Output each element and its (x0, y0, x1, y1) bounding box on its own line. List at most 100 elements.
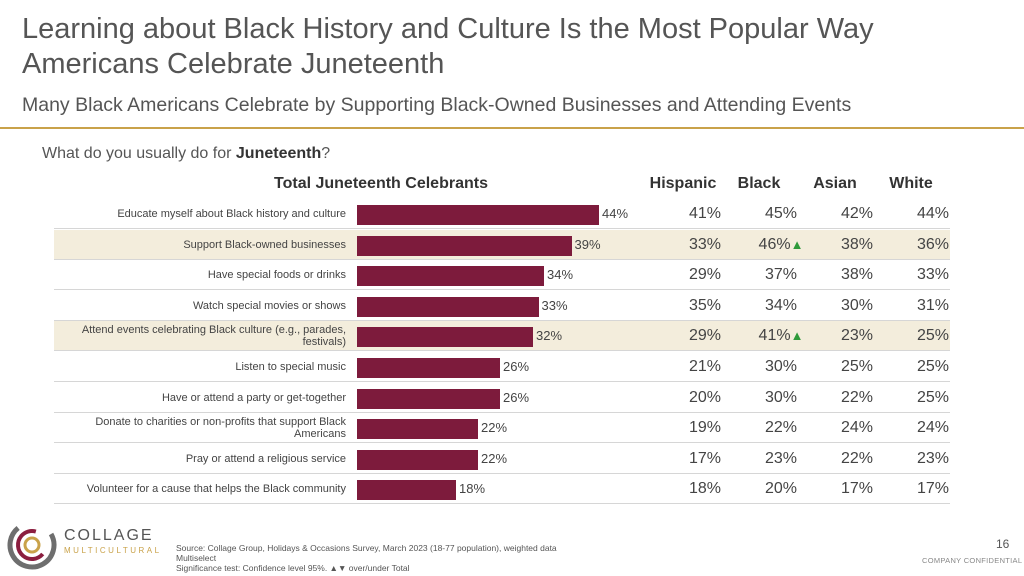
bar-value-label: 33% (541, 297, 568, 313)
segment-value-text: 38% (840, 235, 874, 253)
segment-value-black: 45% (746, 205, 816, 223)
segment-value-text: 30% (840, 296, 874, 314)
segment-value-text: 23% (764, 449, 798, 467)
segment-value-text: 18% (688, 480, 722, 498)
collage-logo-icon (6, 515, 62, 576)
segment-value-text: 24% (916, 419, 950, 437)
question-prefix: What do you usually do for (42, 145, 236, 162)
segment-value-text: 34% (764, 296, 798, 314)
category-label: Watch special movies or shows (192, 299, 346, 312)
segment-value-asian: 22% (822, 389, 892, 407)
category-label: Listen to special music (235, 361, 346, 373)
segment-value-hispanic: 18% (670, 480, 740, 498)
segment-value-black: 37% (746, 266, 816, 284)
segment-value-text: 22% (840, 388, 874, 406)
segment-value-asian: 22% (822, 450, 892, 468)
confidential-note: COMPANY CONFIDENTIAL (922, 556, 1023, 565)
bar-value-label: 26% (503, 359, 530, 374)
segment-value-hispanic: 21% (670, 358, 740, 376)
page-number: 16 (996, 537, 1010, 551)
segment-value-text: 25% (916, 327, 950, 345)
bar (357, 266, 544, 287)
bar (357, 235, 572, 256)
segment-value-text: 21% (688, 358, 722, 375)
segment-value-text: 33% (916, 266, 950, 284)
logo-subwordmark: MULTICULTURAL (64, 546, 162, 555)
question-bold: Juneteenth (235, 145, 322, 162)
table-row: Support Black-owned businesses 39% 33% 46%▲… (54, 229, 950, 260)
bar-chart-table: Educate myself about Black history and c… (54, 199, 950, 505)
bar (357, 388, 500, 409)
category-label: Educate myself about Black history and c… (117, 208, 346, 220)
segment-value-text: 17% (688, 449, 722, 467)
segment-value-hispanic: 20% (670, 389, 740, 407)
segment-value-asian: 30% (822, 297, 892, 315)
col-header-asian: Asian (813, 175, 857, 192)
segment-value-text: 31% (916, 296, 950, 314)
bar-value-label: 34% (547, 267, 574, 283)
segment-value-text: 42% (840, 205, 874, 222)
segment-value-hispanic: 29% (670, 266, 740, 284)
table-row: Listen to special music 26% 21% 30% 25% 25% (54, 352, 950, 382)
bar (357, 205, 599, 225)
segment-value-text: 25% (916, 388, 950, 406)
segment-value-text: 44% (916, 205, 950, 222)
segment-value-text: 38% (840, 266, 874, 284)
segment-value-white: 25% (898, 327, 968, 345)
category-label: Donate to charities or non-profits that … (95, 416, 346, 441)
bar (357, 296, 539, 317)
segment-value-text: 29% (688, 266, 722, 284)
sig-up-icon: ▲ (790, 328, 804, 344)
category-label: Volunteer for a cause that helps the Bla… (86, 483, 346, 496)
table-row: Have or attend a party or get-together 26… (54, 383, 950, 413)
segment-value-black: 30% (746, 358, 816, 376)
question-suffix: ? (321, 145, 331, 162)
segment-value-text: 17% (916, 480, 950, 498)
segment-value-text: 20% (688, 388, 722, 406)
segment-value-text: 22% (840, 449, 874, 467)
source-note: Source: Collage Group, Holidays & Occasi… (176, 543, 557, 573)
table-row: Pray or attend a religious service 22% 17%… (54, 444, 950, 474)
segment-value-text: 41% (688, 205, 722, 222)
category-label: Pray or attend a religious service (185, 452, 346, 465)
segment-value-hispanic: 41% (670, 205, 740, 223)
segment-value-white: 23% (898, 450, 968, 468)
segment-value-asian: 38% (822, 236, 892, 254)
segment-value-white: 36% (898, 236, 968, 254)
segment-value-text: 36% (916, 235, 950, 253)
segment-value-text: 35% (688, 296, 722, 314)
segment-value-asian: 24% (822, 419, 892, 437)
segment-value-hispanic: 33% (670, 236, 740, 254)
table-row: Attend events celebrating Black culture … (54, 321, 950, 352)
segment-value-text: 33% (688, 235, 722, 253)
table-row: Have special foods or drinks 34% 29% 37% 38%… (54, 260, 950, 291)
bar-value-label: 26% (503, 389, 530, 405)
segment-value-text: 17% (840, 480, 874, 498)
segment-value-black: 23% (746, 450, 816, 468)
segment-value-text: 24% (840, 419, 874, 437)
bar-value-label: 22% (481, 420, 508, 436)
bar-value-label: 18% (459, 481, 486, 497)
segment-value-text: 25% (916, 358, 950, 375)
segment-value-text: 20% (764, 480, 798, 498)
segment-value-white: 24% (898, 419, 968, 437)
segment-value-white: 25% (898, 389, 968, 407)
series-header: Total Juneteenth Celebrants (274, 175, 488, 192)
bar (357, 480, 456, 501)
segment-value-hispanic: 17% (670, 450, 740, 468)
source-line: Multiselect (176, 553, 217, 563)
segment-value-text: 25% (840, 358, 874, 375)
segment-value-hispanic: 35% (670, 297, 740, 315)
table-row: Educate myself about Black history and c… (54, 199, 950, 229)
category-label: Have special foods or drinks (207, 269, 346, 282)
segment-value-text: 23% (916, 449, 950, 467)
segment-value-text: 29% (688, 327, 722, 345)
gold-divider (0, 127, 1024, 129)
segment-value-text: 23% (840, 327, 874, 345)
source-line: Significance test: Confidence level 95%.… (176, 563, 410, 573)
segment-value-black: 22% (746, 419, 816, 437)
slide-subtitle: Many Black Americans Celebrate by Suppor… (22, 94, 852, 116)
table-row: Volunteer for a cause that helps the Bla… (54, 474, 950, 505)
segment-value-asian: 42% (822, 205, 892, 223)
col-header-black: Black (737, 175, 781, 192)
